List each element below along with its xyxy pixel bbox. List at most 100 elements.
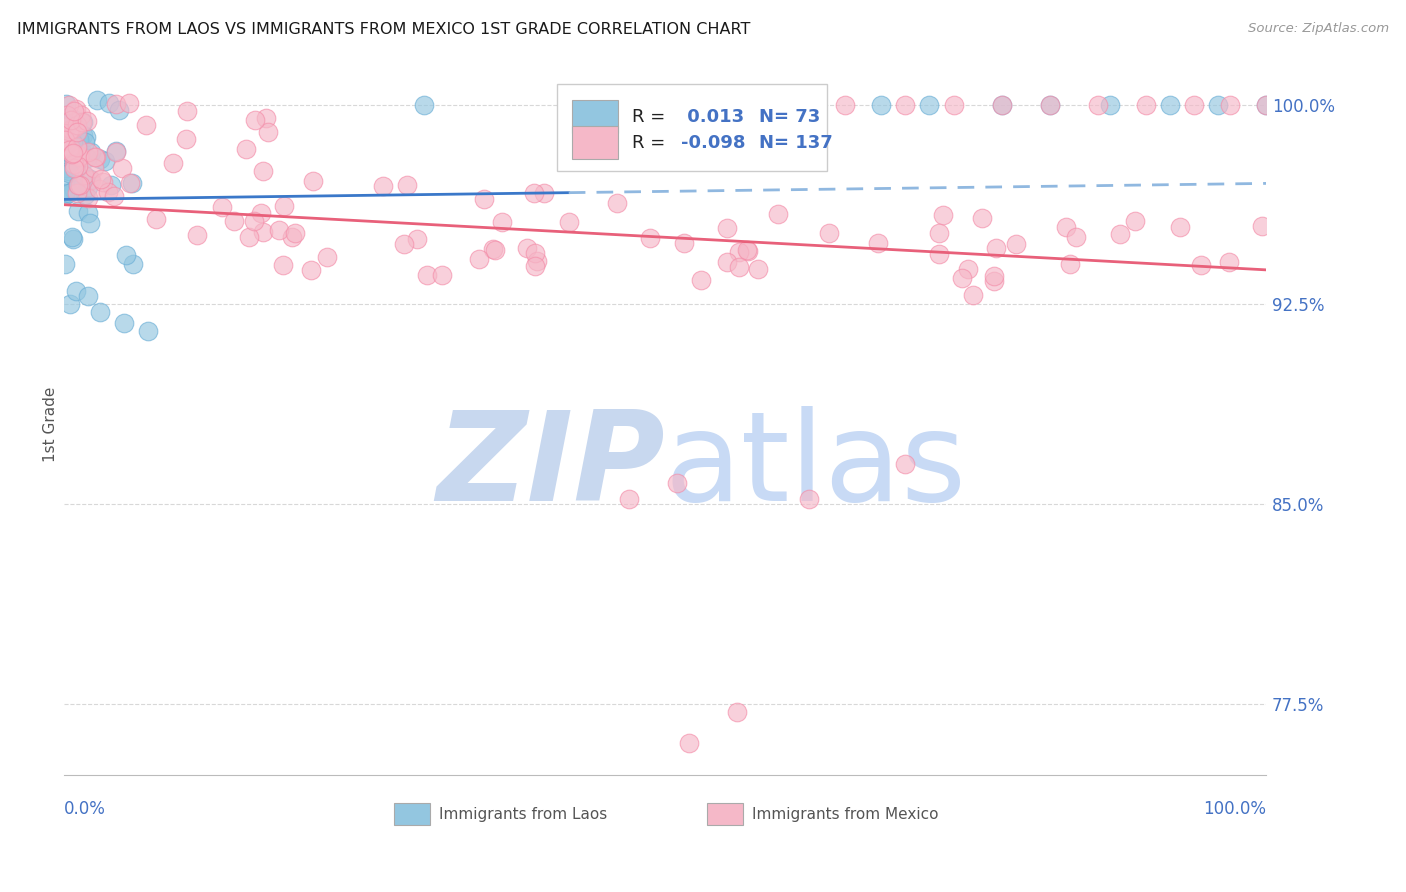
Point: [1005, 237, 1028, 252]
Point: [673, 236, 696, 251]
Point: [617, 491, 640, 506]
Point: [65, 119, 87, 133]
Point: [491, 215, 513, 229]
Point: [67, 131, 90, 145]
Point: [267, 223, 290, 237]
Point: [66, 159, 89, 173]
Point: [728, 260, 751, 274]
Text: atlas: atlas: [665, 406, 967, 527]
Point: [252, 164, 274, 178]
Point: [238, 229, 260, 244]
Point: [249, 206, 271, 220]
Point: [766, 207, 789, 221]
Point: [799, 491, 821, 506]
Point: [606, 196, 628, 211]
Point: [1168, 219, 1191, 234]
Point: [53, 146, 76, 161]
Point: [472, 193, 495, 207]
Point: [302, 174, 325, 188]
Point: [53, 187, 76, 202]
Point: [413, 98, 436, 112]
Point: [482, 242, 505, 256]
Point: [104, 97, 127, 112]
Point: [315, 251, 337, 265]
Point: [526, 253, 548, 268]
Point: [107, 103, 129, 117]
Point: [66, 186, 89, 200]
Point: [58, 141, 80, 155]
Point: [98, 96, 121, 111]
Point: [654, 98, 676, 112]
Point: [932, 208, 955, 222]
Point: [53, 173, 76, 187]
Point: [76, 145, 98, 160]
Point: [834, 98, 856, 112]
Point: [69, 149, 91, 163]
Point: [254, 111, 277, 125]
Point: [58, 186, 80, 201]
Point: [62, 136, 84, 151]
Point: [89, 152, 111, 166]
Point: [55, 108, 77, 122]
Point: [112, 316, 135, 330]
Point: [747, 262, 769, 277]
Text: IMMIGRANTS FROM LAOS VS IMMIGRANTS FROM MEXICO 1ST GRADE CORRELATION CHART: IMMIGRANTS FROM LAOS VS IMMIGRANTS FROM …: [17, 22, 751, 37]
Point: [558, 103, 581, 118]
Point: [91, 175, 114, 189]
Point: [103, 188, 125, 202]
Point: [983, 268, 1005, 283]
Point: [956, 261, 979, 276]
Point: [55, 161, 77, 176]
Text: N= 137: N= 137: [759, 134, 832, 152]
Point: [405, 232, 427, 246]
Point: [252, 225, 274, 239]
Point: [284, 227, 307, 241]
Point: [1159, 98, 1181, 112]
Point: [432, 268, 454, 282]
Point: [60, 122, 83, 136]
Point: [105, 144, 128, 158]
Point: [1256, 98, 1278, 112]
Point: [868, 236, 890, 251]
Point: [58, 124, 80, 138]
Point: [77, 179, 100, 194]
Point: [76, 151, 98, 165]
Point: [69, 135, 91, 149]
Point: [942, 98, 965, 112]
Point: [928, 226, 950, 240]
Point: [53, 128, 76, 143]
Point: [72, 168, 94, 182]
Point: [243, 214, 266, 228]
Point: [395, 178, 418, 192]
Point: [1182, 98, 1205, 112]
Point: [114, 248, 136, 262]
Point: [135, 118, 157, 132]
Text: ZIP: ZIP: [436, 406, 665, 527]
Point: [60, 147, 83, 161]
Point: [59, 297, 82, 311]
Point: [950, 270, 973, 285]
Point: [63, 183, 86, 197]
Point: [62, 232, 84, 246]
Point: [638, 231, 661, 245]
Point: [392, 237, 415, 252]
Point: [66, 131, 89, 145]
Point: [83, 161, 105, 175]
Point: [77, 191, 100, 205]
Y-axis label: 1st Grade: 1st Grade: [44, 386, 58, 462]
Text: -0.098: -0.098: [681, 134, 745, 152]
Point: [66, 178, 89, 192]
Point: [62, 103, 84, 118]
Point: [70, 107, 93, 121]
Point: [468, 252, 491, 266]
Point: [76, 114, 98, 128]
Point: [1039, 98, 1062, 112]
Point: [79, 172, 101, 186]
Point: [176, 104, 198, 119]
Point: [55, 139, 77, 153]
Point: [117, 96, 139, 111]
Point: [737, 244, 759, 258]
Point: [55, 137, 77, 152]
Point: [70, 114, 93, 128]
Point: [524, 246, 547, 260]
